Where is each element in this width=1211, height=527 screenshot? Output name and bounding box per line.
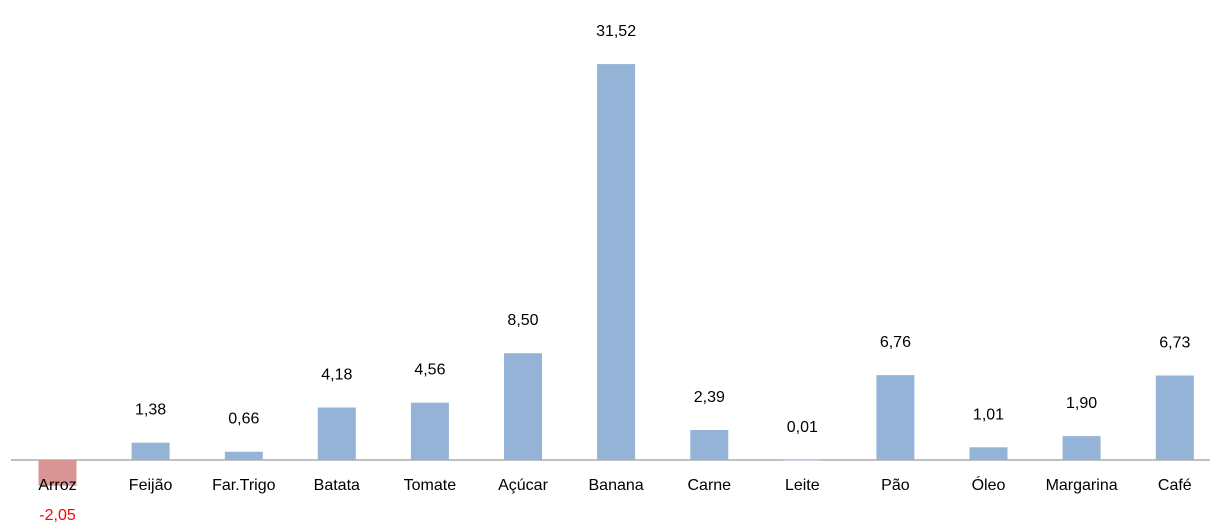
category-label: Açúcar — [498, 477, 548, 494]
value-labels-group: -2,05 1,38 0,66 4,18 4,56 8,50 31,52 2,39 0,01 6,… — [39, 23, 1190, 524]
category-labels-group: Arroz Feijão Far.Trigo Batata Tomate Açúcar Ba… — [38, 475, 1191, 494]
category-label: Carne — [688, 477, 732, 494]
value-label: 4,56 — [414, 362, 445, 379]
value-label: 6,76 — [880, 334, 911, 351]
value-label: 8,50 — [507, 312, 538, 329]
bar-caf- — [1155, 375, 1194, 460]
value-label: 4,18 — [321, 367, 352, 384]
bar-leite — [783, 459, 822, 461]
bar-banana — [597, 64, 636, 460]
bar-arroz — [38, 460, 77, 486]
bar-batata — [317, 407, 356, 460]
category-label: Banana — [589, 477, 644, 494]
bar-p-o — [876, 375, 915, 460]
value-label: 0,01 — [787, 419, 818, 436]
bar-tomate — [410, 402, 449, 460]
bar-far-trigo — [224, 451, 263, 460]
category-label: Margarina — [1046, 477, 1118, 494]
bar--leo — [969, 447, 1008, 460]
value-label: 0,66 — [228, 411, 259, 428]
category-label: Café — [1158, 477, 1192, 494]
value-label: 31,52 — [596, 23, 636, 40]
value-label: 6,73 — [1159, 335, 1190, 352]
value-label: 1,38 — [135, 402, 166, 419]
value-label: 1,01 — [973, 406, 1004, 423]
category-label: Tomate — [404, 477, 457, 494]
bar-feij-o — [131, 442, 170, 460]
category-label: Batata — [314, 477, 360, 494]
bar-a-car — [504, 353, 542, 460]
category-label: Leite — [785, 477, 820, 494]
value-label: 2,39 — [694, 389, 725, 406]
bar-margarina — [1062, 436, 1101, 460]
category-label: Arroz — [38, 477, 76, 494]
category-label: Far.Trigo — [212, 477, 276, 494]
value-label: -2,05 — [39, 507, 76, 524]
value-label: 1,90 — [1066, 395, 1097, 412]
bar-carne — [690, 430, 729, 460]
category-label: Feijão — [129, 477, 173, 494]
category-label: Pão — [881, 477, 910, 494]
category-label: Óleo — [972, 475, 1006, 494]
bars-group — [38, 64, 1194, 486]
